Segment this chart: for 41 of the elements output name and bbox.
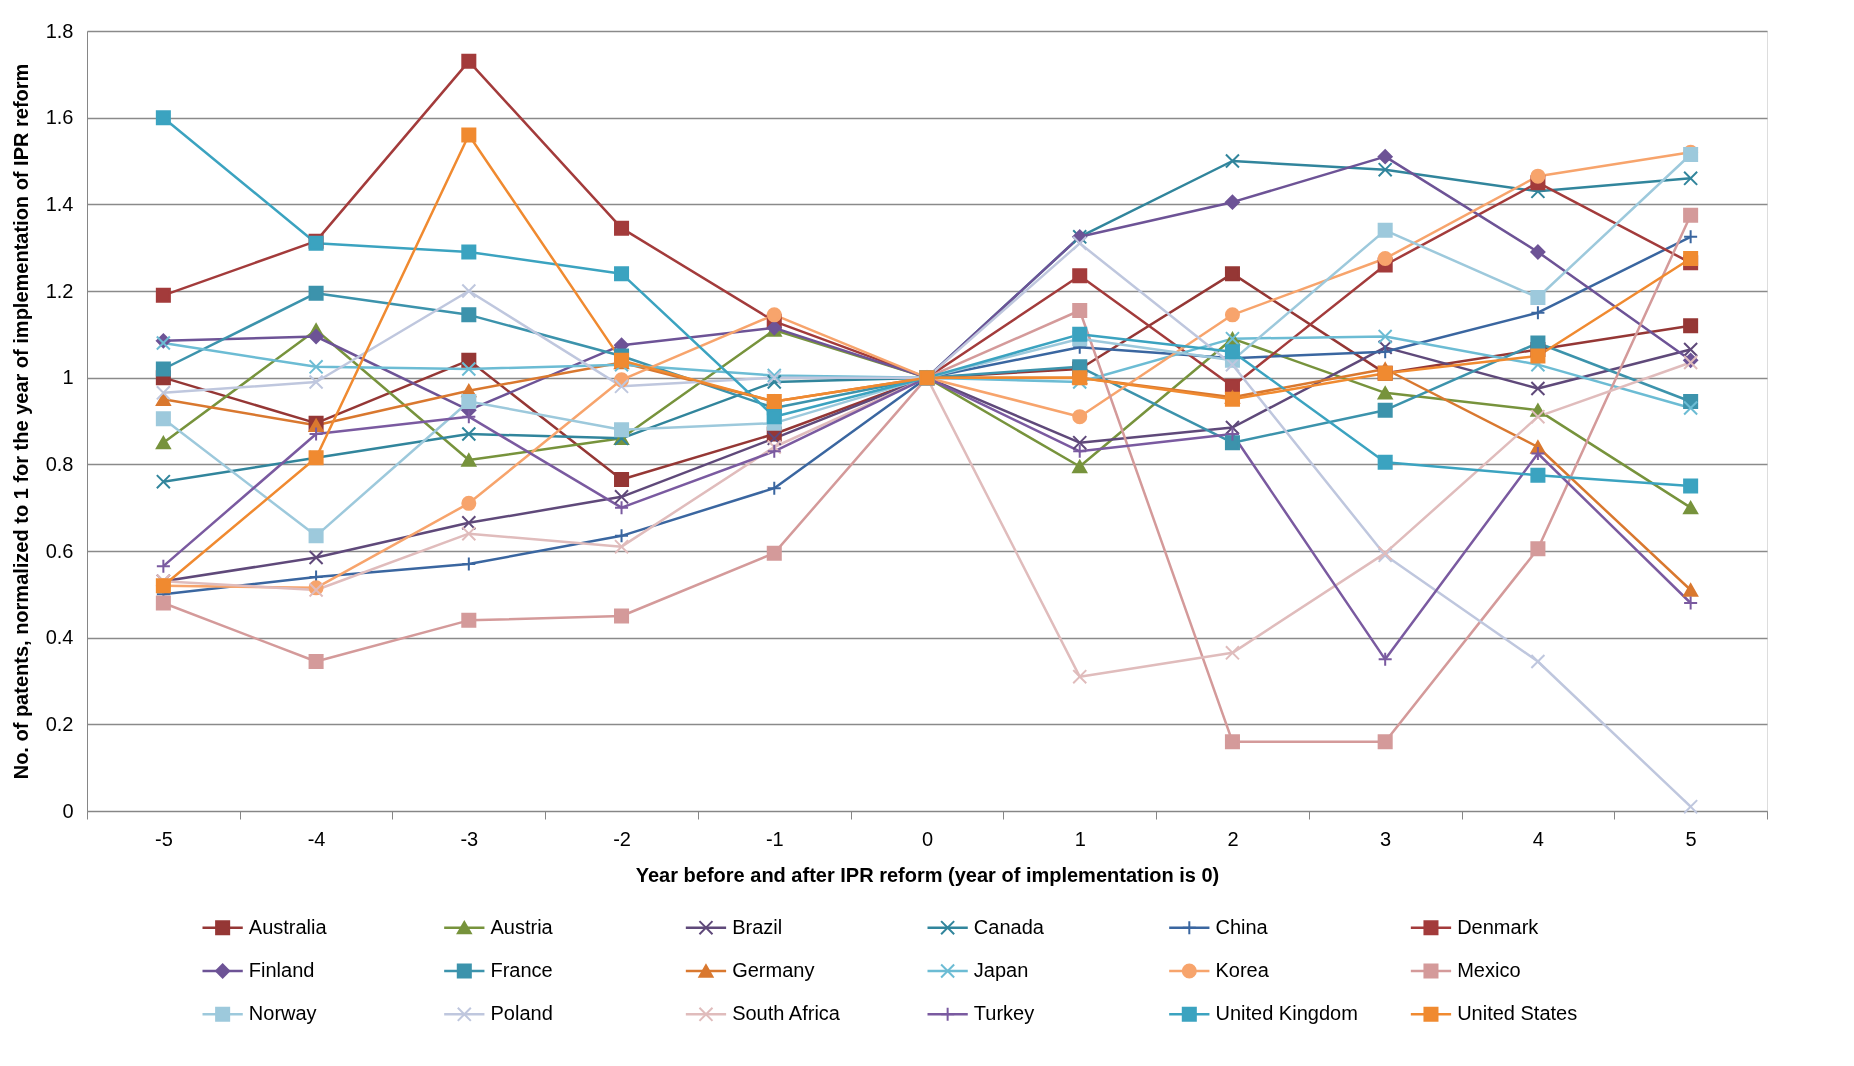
y-tick-label: 0.6 — [45, 539, 74, 562]
legend-label: Mexico — [1457, 959, 1521, 981]
x-tick-label: 4 — [1532, 827, 1544, 850]
y-tick-label: 0 — [62, 799, 74, 822]
y-tick-label: 1.8 — [45, 19, 74, 42]
x-tick-label: 3 — [1380, 827, 1392, 850]
legend-label: Australia — [248, 915, 328, 938]
legend-label: China — [1215, 915, 1269, 938]
legend-label: Brazil — [732, 915, 783, 938]
x-tick-label: -5 — [154, 827, 173, 850]
y-tick-label: 0.4 — [45, 626, 74, 649]
legend-label: Canada — [973, 915, 1045, 938]
x-tick-label: -4 — [307, 827, 326, 850]
legend-label: Austria — [490, 915, 554, 938]
legend-label: United States — [1457, 1002, 1578, 1025]
legend-label: Denmark — [1457, 915, 1540, 938]
y-tick-label: 0.2 — [45, 712, 74, 735]
legend-label: Germany — [732, 959, 815, 981]
x-tick-label: 1 — [1074, 827, 1086, 850]
y-tick-label: 0.8 — [45, 452, 74, 475]
x-tick-label: -3 — [460, 827, 479, 850]
legend-label: Korea — [1215, 959, 1270, 981]
x-axis-title: Year before and after IPR reform (year of implementation is 0) — [635, 863, 1220, 886]
legend-label: Japan — [973, 959, 1029, 981]
x-tick-label: -1 — [765, 827, 784, 850]
y-tick-label: 1 — [62, 366, 74, 389]
y-tick-label: 1.4 — [45, 192, 74, 215]
y-tick-label: 1.2 — [45, 279, 74, 302]
legend-label: Norway — [248, 1002, 317, 1025]
legend-label: United Kingdom — [1215, 1002, 1358, 1025]
x-tick-label: 2 — [1227, 827, 1239, 850]
legend-label: South Africa — [732, 1002, 841, 1025]
x-tick-label: 5 — [1685, 827, 1697, 850]
x-tick-label: -2 — [613, 827, 631, 850]
legend-label: Finland — [248, 959, 315, 981]
legend-label: France — [490, 959, 553, 981]
legend-label: Turkey — [973, 1002, 1035, 1025]
y-tick-label: 1.6 — [45, 106, 74, 129]
x-tick-label: 0 — [921, 827, 934, 850]
legend-label: Poland — [490, 1002, 553, 1025]
y-axis-title: No. of patents, normalized to 1 for the year of implementation of IPR reform — [9, 63, 32, 780]
